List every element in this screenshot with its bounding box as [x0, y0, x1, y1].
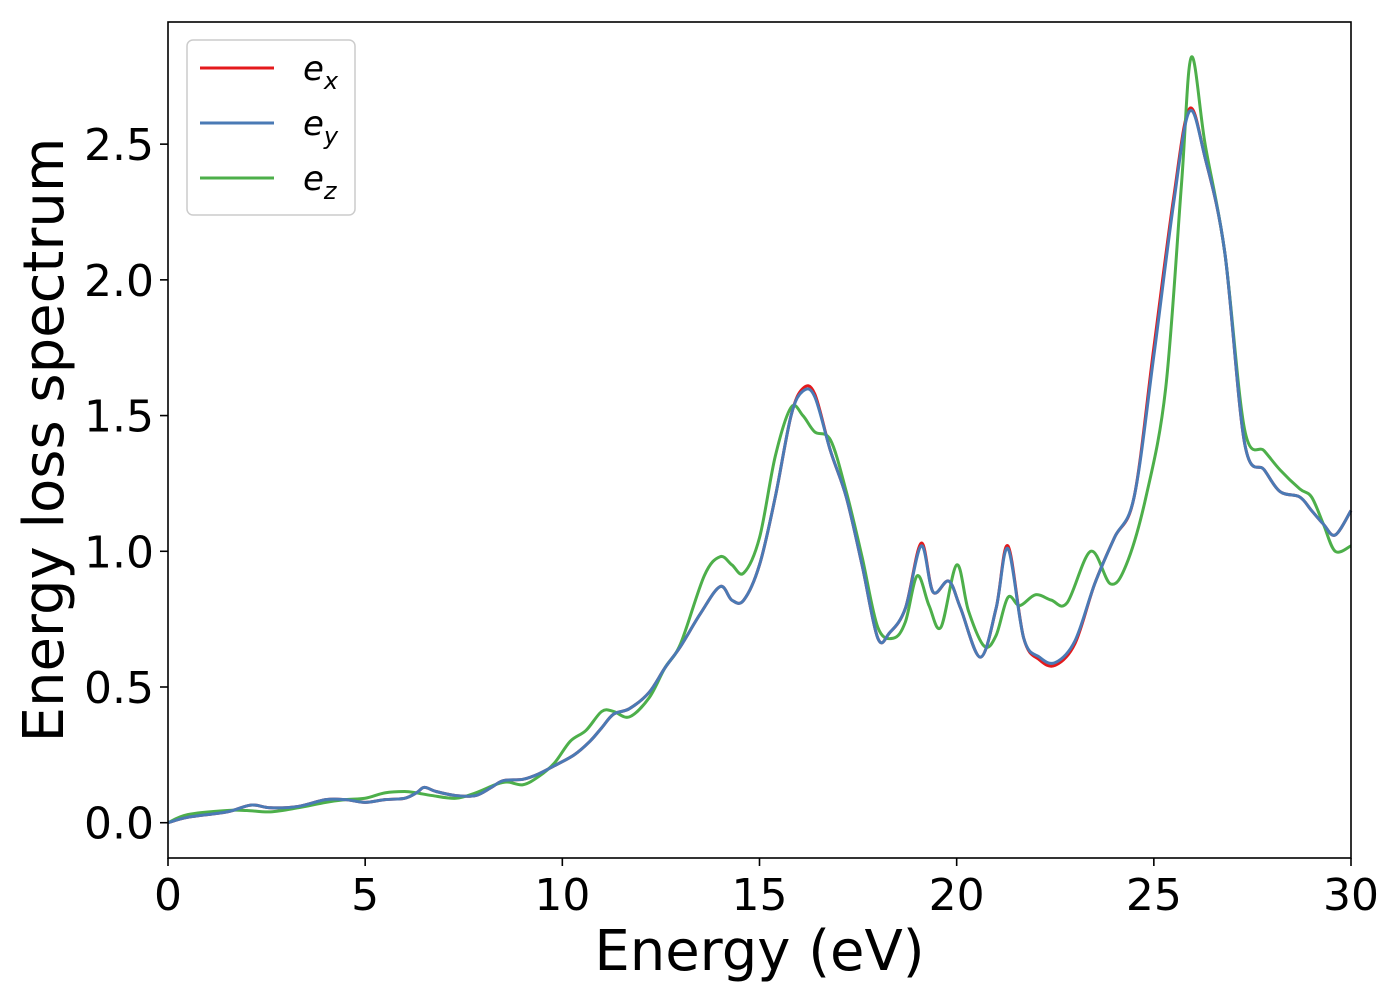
legend-label-x: ex: [303, 49, 339, 95]
legend-label-y: ey: [303, 104, 339, 150]
x-tick-label: 5: [351, 870, 379, 921]
legend-label-z: ez: [303, 159, 338, 205]
x-tick-label: 15: [732, 870, 788, 921]
x-tick-label: 30: [1323, 870, 1379, 921]
series-line-y: [167, 108, 1353, 825]
legend-box: [186, 39, 356, 216]
x-axis-ticks: 0 5 10 15 20 25 30: [154, 858, 1379, 921]
plot-background: [168, 22, 1351, 858]
y-axis-title: Energy loss spectrum: [12, 138, 77, 743]
x-tick-label: 10: [534, 870, 590, 921]
y-axis-ticks: 0.0 0.5 1.0 1.5 2.0 2.5: [84, 120, 168, 850]
y-tick-label: 1.5: [84, 392, 154, 443]
y-tick-label: 0.5: [84, 663, 154, 714]
x-tick-label: 0: [154, 870, 182, 921]
series-layer: [167, 55, 1353, 825]
y-tick-label: 0.0: [84, 799, 154, 850]
x-tick-label: 20: [929, 870, 985, 921]
legend: ex ey ez: [186, 39, 356, 216]
series-line-z: [167, 55, 1352, 825]
y-tick-label: 2.0: [84, 256, 154, 307]
y-tick-label: 1.0: [84, 527, 154, 578]
x-axis-title: Energy (eV): [594, 919, 924, 984]
x-tick-label: 25: [1126, 870, 1182, 921]
y-tick-label: 2.5: [84, 120, 154, 171]
